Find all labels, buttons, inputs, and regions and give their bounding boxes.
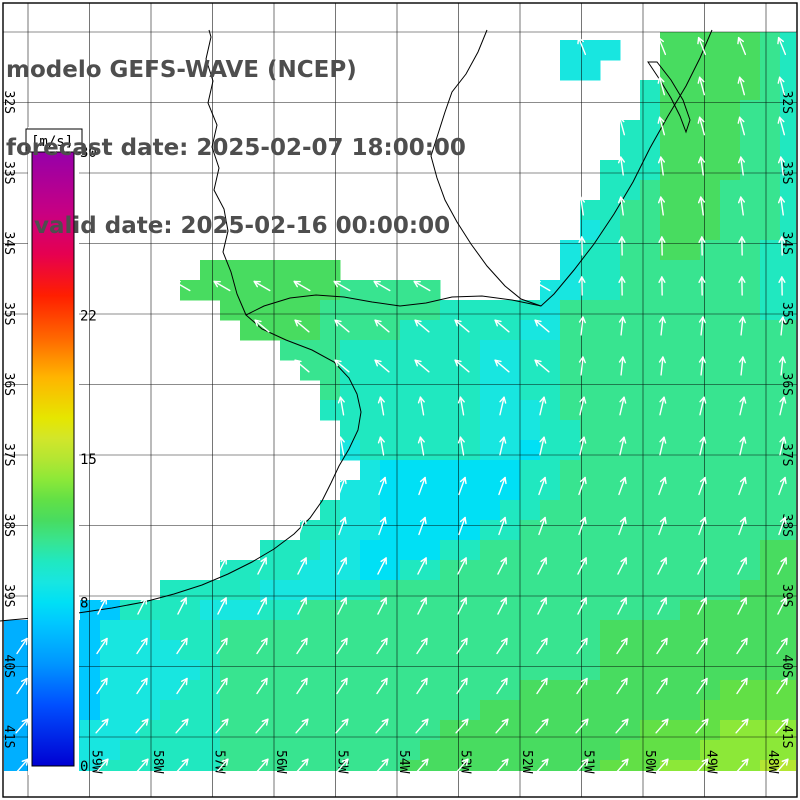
lat-label-left: 35S	[1, 302, 16, 325]
colorbar-tick-label: 15	[80, 452, 97, 468]
lon-label: 54W	[396, 750, 411, 774]
colorbar-tick-label: 8	[80, 595, 88, 611]
lat-label-right: 35S	[779, 302, 794, 325]
lat-label-right: 34S	[779, 232, 794, 255]
lon-label: 49W	[704, 750, 719, 774]
direction-arrows	[15, 36, 789, 771]
lon-label: 59W	[89, 750, 104, 774]
lat-label-right: 41S	[779, 725, 794, 748]
model-title: modelo GEFS-WAVE (NCEP)	[6, 57, 357, 83]
lat-label-left: 40S	[1, 655, 16, 678]
colorbar-tick-label: 0	[80, 759, 88, 775]
colorbar: [m/s] 30 22 15 8 0	[25, 127, 97, 775]
lat-label-right: 37S	[779, 443, 794, 466]
lat-label-left: 32S	[1, 91, 16, 114]
title-block: modelo GEFS-WAVE (NCEP) forecast date: 2…	[6, 5, 466, 291]
lat-label-left: 39S	[1, 584, 16, 607]
lat-label-left: 33S	[1, 161, 16, 184]
lat-label-left: 41S	[1, 725, 16, 748]
lat-label-right: 36S	[779, 373, 794, 396]
colorbar-gradient	[31, 151, 75, 767]
valid-date: valid date: 2025-02-16 00:00:00	[34, 213, 451, 239]
colorbar-tick-label: 30	[80, 145, 97, 161]
lon-label: 48W	[765, 750, 780, 774]
lat-label-right: 39S	[779, 584, 794, 607]
colorbar-unit-box	[25, 128, 83, 153]
coastline	[0, 29, 713, 622]
lat-label-right: 32S	[779, 91, 794, 114]
lat-label-left: 36S	[1, 373, 16, 396]
colorbar-tick-label: 22	[80, 309, 97, 325]
lat-label-left: 37S	[1, 443, 16, 466]
lat-label-right: 40S	[779, 655, 794, 678]
lon-label: 52W	[519, 750, 534, 774]
colorbar-unit: [m/s]	[31, 134, 73, 150]
forecast-date: forecast date: 2025-02-07 18:00:00	[6, 135, 466, 161]
lon-label: 58W	[150, 750, 165, 774]
lon-label: 57W	[212, 750, 227, 774]
lat-label-left: 34S	[1, 232, 16, 255]
lon-label: 50W	[642, 750, 657, 774]
lat-label-right: 38S	[779, 514, 794, 537]
lon-label: 56W	[273, 750, 288, 774]
lat-label-left: 38S	[1, 514, 16, 537]
